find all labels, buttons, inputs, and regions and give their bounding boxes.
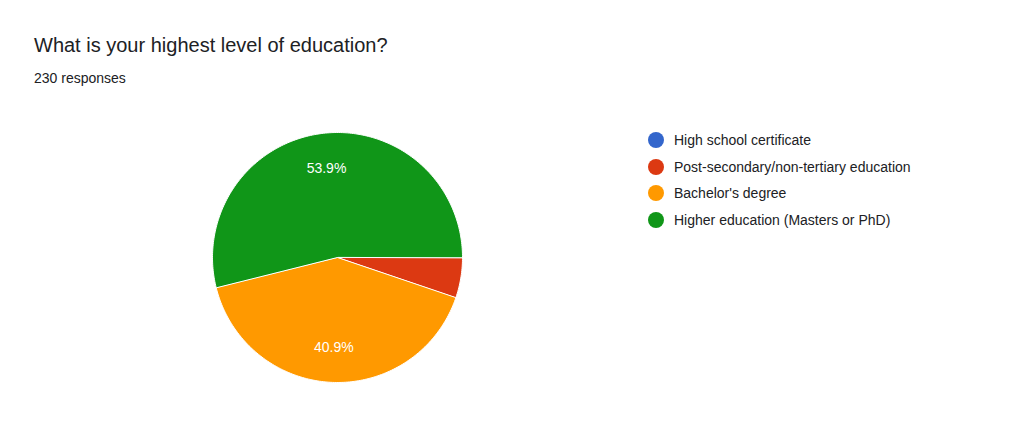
html-text:Higher education (Masters or P: Higher education (Masters or PhD) xyxy=(674,211,891,228)
html-text:230 responses: 230 responses xyxy=(34,70,126,86)
html-text:Post-secondary/non-tertiary ed: Post-secondary/non-tertiary education xyxy=(674,158,911,175)
html-text:High school certificate: High school certificate xyxy=(674,132,811,149)
svg-text:40.9%: 40.9% xyxy=(314,339,354,355)
html-text:What is your highest level of: What is your highest level of education? xyxy=(34,34,388,56)
html-text:Bachelor's degree: Bachelor's degree xyxy=(674,185,787,202)
svg-text:53.9%: 53.9% xyxy=(307,160,347,176)
